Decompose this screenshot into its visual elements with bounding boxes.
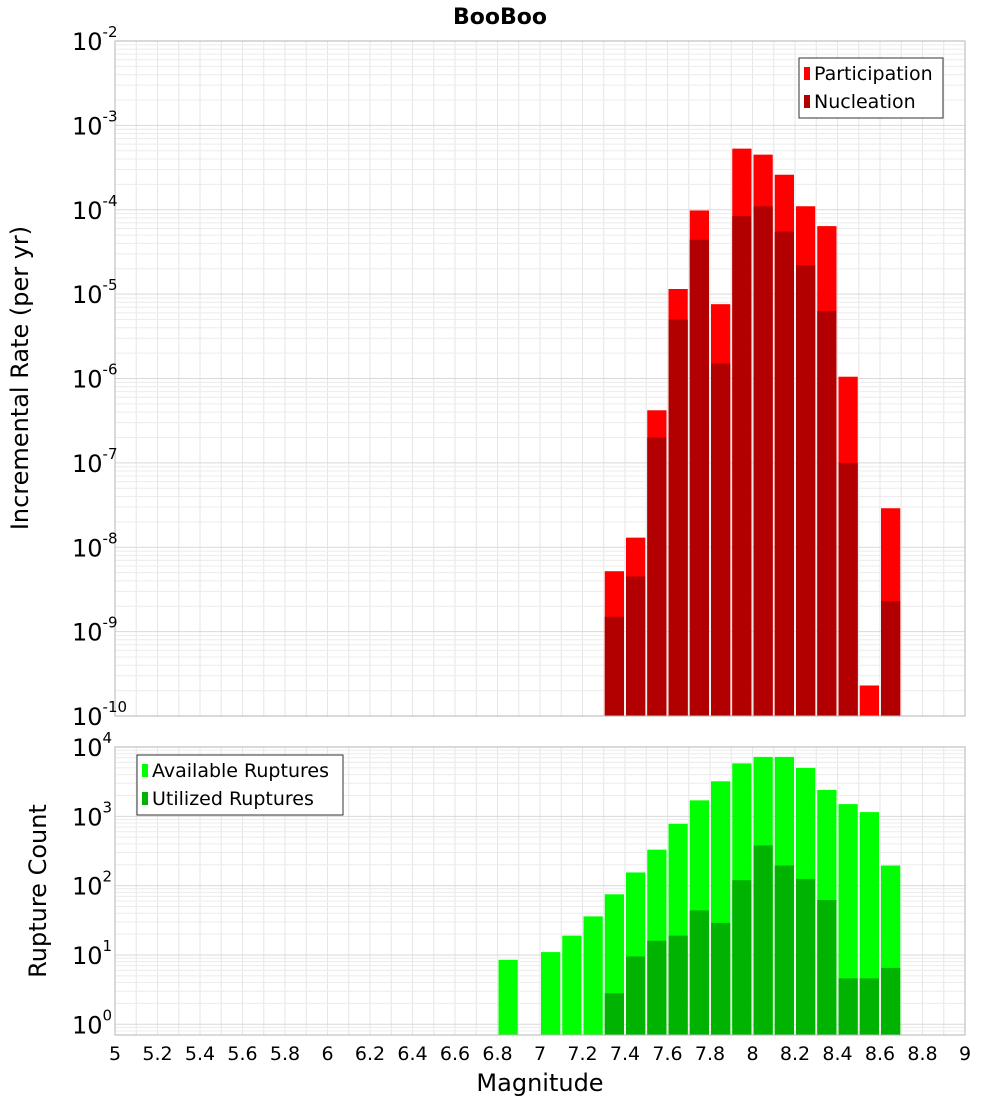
bar-nucleation xyxy=(774,231,794,716)
y-axis-label: Incremental Rate (per yr) xyxy=(6,226,34,530)
bar-nucleation xyxy=(817,311,837,716)
bars xyxy=(498,756,901,1035)
bar-nucleation xyxy=(604,616,624,716)
bar-utilized-ruptures xyxy=(838,978,858,1035)
chart-panel-1: 10-10 10-9 10-8 10-7 10-6 10-5 10-4 10-3 10-2 Inc… xyxy=(6,5,966,731)
x-tick-label: 7.4 xyxy=(610,1043,640,1065)
y-tick-label: 103 xyxy=(72,798,112,831)
bar-utilized-ruptures xyxy=(604,993,624,1035)
bar-utilized-ruptures xyxy=(732,880,752,1035)
bar-utilized-ruptures xyxy=(647,940,667,1035)
bar-available-ruptures xyxy=(838,804,858,1035)
bar-nucleation xyxy=(689,239,709,716)
x-tick-label: 6.2 xyxy=(355,1043,385,1065)
x-tick-labels: 5 5.2 5.4 5.6 5.8 6 6.2 6.4 6.6 6.8 7 7.2 7.4 7.6 7.8 8… xyxy=(109,1043,971,1065)
legend: Participation Nucleation xyxy=(798,57,944,119)
y-tick-label: 10-3 xyxy=(72,107,118,140)
y-tick-label: 102 xyxy=(72,868,112,901)
bar-utilized-ruptures xyxy=(626,956,646,1035)
x-tick-label: 8.6 xyxy=(865,1043,895,1065)
bar-utilized-ruptures xyxy=(689,910,709,1035)
y-tick-label: 10-8 xyxy=(72,529,118,562)
y-tick-label: 10-10 xyxy=(72,698,127,731)
gridlines xyxy=(115,41,965,716)
legend-box xyxy=(136,754,344,816)
bar-nucleation xyxy=(838,462,858,716)
bar-utilized-ruptures xyxy=(774,865,794,1035)
legend-swatch xyxy=(142,792,148,805)
y-tick-label: 10-4 xyxy=(72,192,118,225)
legend-label: Utilized Ruptures xyxy=(152,788,314,810)
y-tick-label: 10-6 xyxy=(72,361,118,394)
x-tick-label: 5 xyxy=(109,1043,121,1065)
bar-utilized-ruptures xyxy=(753,845,773,1035)
y-tick-label: 10-9 xyxy=(72,614,118,647)
bar-nucleation xyxy=(796,265,816,716)
bar-nucleation xyxy=(668,319,688,716)
legend-swatch xyxy=(804,95,810,108)
bar-nucleation xyxy=(647,437,667,716)
legend-label: Nucleation xyxy=(814,91,916,113)
x-tick-label: 8.2 xyxy=(780,1043,810,1065)
bar-nucleation xyxy=(753,206,773,716)
bars xyxy=(604,148,901,717)
y-tick-label: 10-2 xyxy=(72,23,118,56)
bar-utilized-ruptures xyxy=(881,967,901,1035)
x-tick-label: 5.6 xyxy=(227,1043,257,1065)
y-tick-label: 100 xyxy=(72,1006,112,1039)
plot-frame xyxy=(114,40,966,717)
y-axis-label: Rupture Count xyxy=(24,804,52,978)
bar-available-ruptures xyxy=(541,952,561,1035)
bar-utilized-ruptures xyxy=(796,878,816,1035)
x-tick-label: 6 xyxy=(321,1043,333,1065)
x-tick-label: 7.8 xyxy=(695,1043,725,1065)
legend-box xyxy=(798,57,944,119)
bar-available-ruptures xyxy=(562,935,582,1035)
x-axis-label: Magnitude xyxy=(476,1069,603,1097)
y-tick-labels: 10-10 10-9 10-8 10-7 10-6 10-5 10-4 10-3 10-2 xyxy=(72,23,127,731)
x-tick-label: 6.6 xyxy=(440,1043,470,1065)
x-tick-label: 5.8 xyxy=(270,1043,300,1065)
y-tick-labels: 100 101 102 103 104 xyxy=(72,729,112,1039)
bar-utilized-ruptures xyxy=(817,900,837,1035)
y-tick-label: 10-7 xyxy=(72,445,118,478)
x-tick-label: 9 xyxy=(959,1043,971,1065)
legend-swatch xyxy=(142,764,148,777)
plot-frame xyxy=(114,746,966,1036)
bar-utilized-ruptures xyxy=(668,935,688,1035)
x-tick-label: 6.8 xyxy=(482,1043,512,1065)
bar-nucleation xyxy=(732,216,752,717)
x-tick-label: 7.2 xyxy=(567,1043,597,1065)
y-tick-label: 104 xyxy=(72,729,112,762)
x-tick-label: 6.4 xyxy=(397,1043,427,1065)
legend-label: Participation xyxy=(814,63,933,85)
bar-nucleation xyxy=(711,363,731,716)
x-tick-label: 5.4 xyxy=(185,1043,215,1065)
x-tick-label: 8.4 xyxy=(822,1043,852,1065)
chart-title: BooBoo xyxy=(453,5,547,30)
x-tick-label: 5.2 xyxy=(142,1043,172,1065)
bar-utilized-ruptures xyxy=(711,922,731,1035)
legend-swatch xyxy=(804,67,810,80)
bar-available-ruptures xyxy=(583,916,603,1035)
y-tick-label: 10-5 xyxy=(72,276,118,309)
x-tick-label: 8 xyxy=(746,1043,758,1065)
bar-nucleation xyxy=(626,576,646,716)
bar-utilized-ruptures xyxy=(859,978,879,1035)
chart-panel-2: 100 101 102 103 104 Rupture Count Available Ru… xyxy=(24,729,966,1039)
bar-available-ruptures xyxy=(498,959,518,1035)
bar-participation xyxy=(859,685,879,716)
bar-nucleation xyxy=(881,601,901,716)
y-tick-label: 101 xyxy=(72,937,112,970)
x-tick-label: 7.6 xyxy=(652,1043,682,1065)
legend: Available Ruptures Utilized Ruptures xyxy=(136,754,344,816)
legend-label: Available Ruptures xyxy=(152,760,329,782)
x-tick-label: 8.8 xyxy=(907,1043,937,1065)
x-tick-label: 7 xyxy=(534,1043,546,1065)
